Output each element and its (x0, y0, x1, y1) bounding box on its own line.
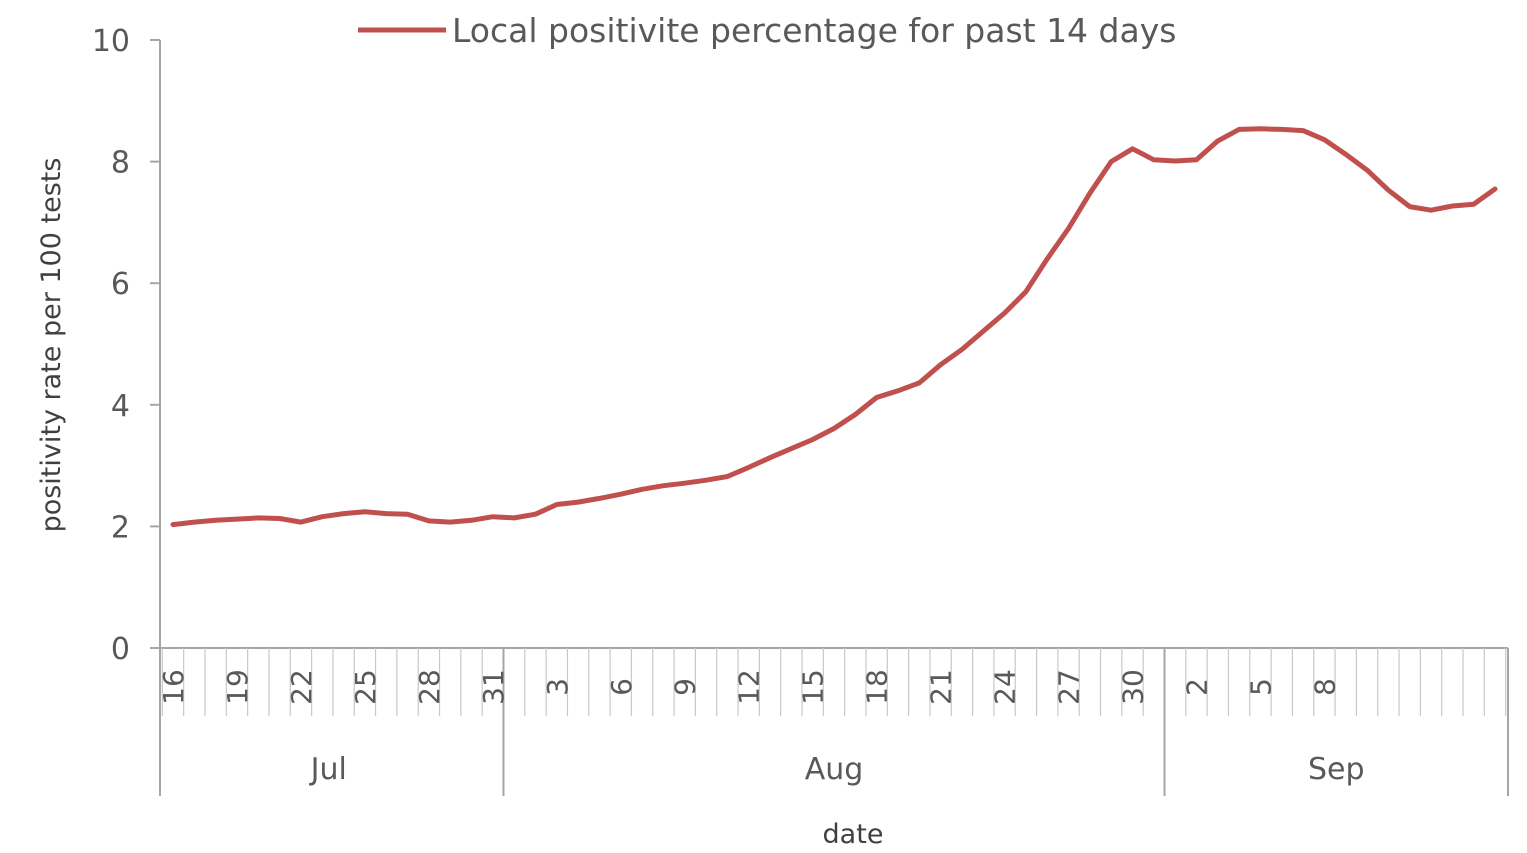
y-tick-label: 4 (111, 389, 130, 424)
x-tick-label: 22 (285, 669, 318, 705)
x-tick-label: 5 (1244, 678, 1277, 696)
x-tick-label: 9 (669, 678, 702, 696)
x-tick-label: 15 (797, 669, 830, 705)
month-label: Aug (805, 752, 864, 787)
month-labels: Jul Aug Sep (309, 752, 1365, 787)
y-tick-labels: 0 2 4 6 8 10 (92, 24, 130, 667)
legend-label: Local positivite percentage for past 14 … (452, 11, 1176, 50)
y-axis-label: positivity rate per 100 tests (36, 158, 67, 533)
x-tick-label: 28 (413, 669, 446, 705)
y-tick-label: 6 (111, 267, 130, 302)
y-tick-label: 10 (92, 24, 130, 59)
x-tick-label: 24 (989, 669, 1022, 705)
x-tick-label: 27 (1053, 669, 1086, 705)
series-line (170, 126, 1498, 528)
x-tick-labels: 16 19 22 25 28 31 3 6 9 12 15 18 21 24 27 30 2 5 8 (157, 669, 1341, 705)
x-tick-label: 18 (861, 669, 894, 705)
x-tick-label: 16 (157, 669, 190, 705)
x-tick-label: 21 (925, 669, 958, 705)
x-tick-label: 31 (477, 669, 510, 705)
axes (150, 39, 1509, 796)
x-tick-label: 8 (1308, 678, 1341, 696)
x-axis-label: date (823, 819, 884, 849)
x-tick-label: 2 (1180, 678, 1213, 696)
x-tick-label: 12 (733, 669, 766, 705)
x-tick-label: 25 (349, 669, 382, 705)
x-tick-label: 19 (221, 669, 254, 705)
x-tick-label: 3 (541, 678, 574, 696)
month-label: Jul (309, 752, 347, 787)
x-tick-label: 6 (605, 678, 638, 696)
legend: Local positivite percentage for past 14 … (358, 11, 1176, 50)
x-tick-label: 30 (1117, 669, 1150, 705)
series-group (170, 126, 1498, 528)
month-label: Sep (1308, 752, 1365, 787)
y-tick-label: 0 (111, 632, 130, 667)
y-tick-label: 2 (111, 510, 130, 545)
y-tick-label: 8 (111, 146, 130, 181)
